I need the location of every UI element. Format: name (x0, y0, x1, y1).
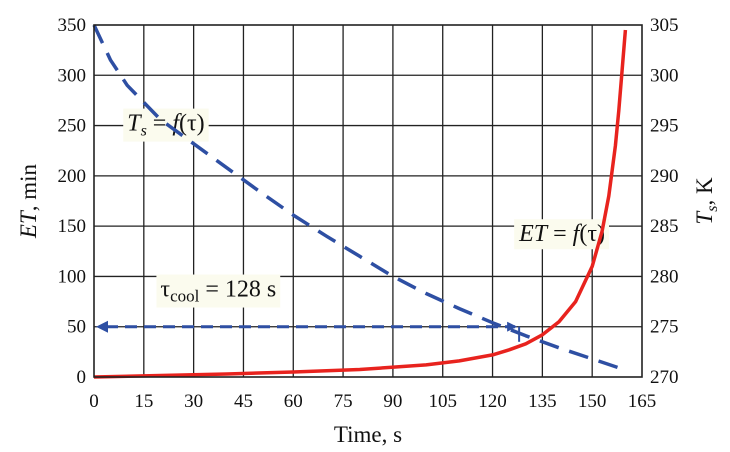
x-tick-label: 135 (528, 391, 557, 412)
et-label-background (514, 219, 609, 250)
x-tick-label: 30 (184, 391, 203, 412)
ts-series-line (92, 24, 626, 372)
y-tick-label: 50 (67, 317, 86, 338)
x-tick-label: 150 (578, 391, 607, 412)
y-tick-label: 100 (58, 266, 87, 287)
et-series-line (93, 29, 628, 379)
et-label-text: ET = f(τ) (518, 221, 605, 247)
tau-cool-marker (96, 320, 521, 342)
x-tick-label: 90 (383, 391, 402, 412)
y-tick-label: 250 (58, 116, 87, 137)
y-tick-label: 350 (58, 15, 87, 36)
x-tick-label: 75 (334, 391, 353, 412)
y-tick-label: 0 (77, 367, 87, 388)
x-tick-label: 60 (284, 391, 303, 412)
et-label: ET = f(τ) (514, 219, 609, 250)
x-tick-label: 165 (628, 391, 657, 412)
grid (94, 25, 642, 377)
y-axis-title: ET, min (16, 163, 41, 239)
y-tick-label: 300 (58, 65, 87, 86)
y2-tick-label: 270 (650, 367, 679, 388)
tau-label: τcool = 128 s (156, 274, 281, 308)
x-axis-title: Time, s (334, 422, 402, 447)
y-tick-label: 150 (58, 216, 87, 237)
y2-tick-label: 285 (650, 216, 679, 237)
tau-label-background (156, 274, 281, 308)
ts-label-text: Ts = f(τ) (127, 111, 204, 140)
y2-tick-label: 290 (650, 166, 679, 187)
plot-frame (93, 24, 643, 378)
y2-tick-label: 300 (650, 65, 679, 86)
series (92, 24, 628, 379)
y2-tick-label: 275 (650, 317, 679, 338)
x-tick-label: 0 (89, 391, 99, 412)
y2-tick-label: 280 (650, 266, 679, 287)
tau-cool-arrow-head (96, 320, 108, 333)
ticks: 0 15 30 45 60 75 90 105 120 135 150 165 0 50 100 150 200… (58, 15, 679, 412)
x-tick-label: 105 (428, 391, 457, 412)
y2-axis-title: Ts, K (692, 177, 721, 225)
x-tick-label: 45 (234, 391, 253, 412)
y2-tick-label: 305 (650, 15, 679, 36)
y-tick-label: 200 (58, 166, 87, 187)
x-tick-label: 120 (478, 391, 507, 412)
x-tick-label: 15 (134, 391, 153, 412)
tau-label-text: τcool = 128 s (160, 277, 276, 306)
y2-tick-label: 295 (650, 116, 679, 137)
